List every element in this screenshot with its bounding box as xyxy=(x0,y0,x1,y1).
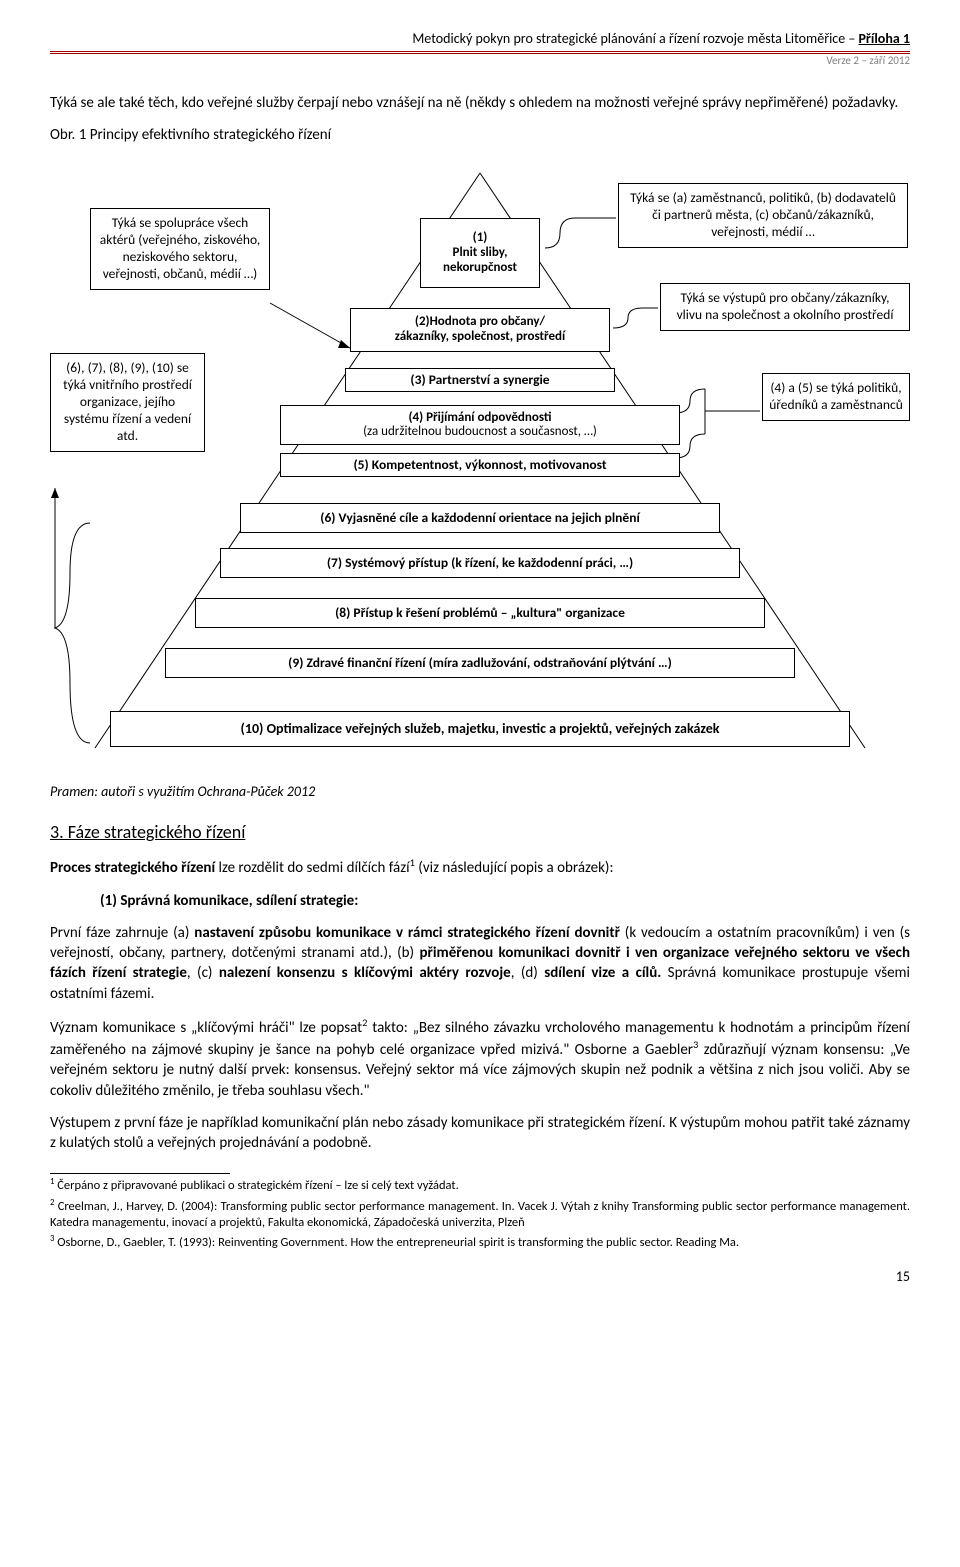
f3-text: Osborne, D., Gaebler, T. (1993): Reinven… xyxy=(54,1236,739,1251)
footnote-2: 2 Creelman, J., Harvey, D. (2004): Trans… xyxy=(50,1198,910,1232)
phase1-title: (1) Správná komunikace, sdílení strategi… xyxy=(100,891,910,911)
callout-politicians: (4) a (5) se týká politiků, úředníků a z… xyxy=(762,373,910,421)
process-lead-rest2: (viz následující popis a obrázek): xyxy=(415,859,614,877)
doc-header-left: Metodický pokyn pro strategické plánován… xyxy=(412,30,858,47)
l1a: (1) xyxy=(473,231,488,246)
page-number: 15 xyxy=(50,1268,910,1287)
intro-paragraph: Týká se ale také těch, kdo veřejné služb… xyxy=(50,93,910,113)
doc-header-right: Příloha 1 xyxy=(858,30,910,47)
l4b: (za udržitelnou budoucnost a současnost,… xyxy=(363,425,597,439)
l1b: Plnit sliby, xyxy=(453,246,508,261)
figure-source: Pramen: autoři s využitím Ochrana-Půček … xyxy=(50,783,910,802)
p1h: sdílení vize a cílů. xyxy=(544,964,667,982)
output-paragraph: Výstupem z první fáze je například komun… xyxy=(50,1113,910,1154)
l2b: zákazníky, společnost, prostředí xyxy=(395,330,565,345)
callout-collaboration: Týká se spolupráce všech aktérů (veřejné… xyxy=(90,208,270,290)
callout-internal-env: (6), (7), (8), (9), (10) se týká vnitřní… xyxy=(50,353,205,451)
pyramid-layer-2: (2)Hodnota pro občany/ zákazníky, společ… xyxy=(350,308,610,352)
meaning-paragraph: Význam komunikace s „klíčovými hráči" lz… xyxy=(50,1016,910,1101)
footnote-3: 3 Osborne, D., Gaebler, T. (1993): Reinv… xyxy=(50,1234,910,1251)
l1c: nekorupčnost xyxy=(443,261,517,276)
p1g: , (d) xyxy=(511,964,545,982)
section-heading: 3. Fáze strategického řízení xyxy=(50,820,910,844)
p1e: , (c) xyxy=(187,964,219,982)
f2-text: Creelman, J., Harvey, D. (2004): Transfo… xyxy=(50,1199,910,1230)
figure-title: Obr. 1 Principy efektivního strategickéh… xyxy=(50,125,910,145)
l2a: (2)Hodnota pro občany/ xyxy=(415,315,545,330)
pyramid-layer-10: (10) Optimalizace veřejných služeb, maje… xyxy=(110,711,850,747)
pyramid-layer-4: (4) Přijímání odpovědnosti (za udržiteln… xyxy=(280,405,680,445)
footnote-1: 1 Čerpáno z připravované publikaci o str… xyxy=(50,1177,910,1194)
pyramid-layer-9: (9) Zdravé finanční řízení (míra zadlužo… xyxy=(165,648,795,678)
process-lead-rest: lze rozdělit do sedmi dílčích fází xyxy=(215,859,409,877)
phase1-body: První fáze zahrnuje (a) nastavení způsob… xyxy=(50,923,910,1004)
pyramid-layer-7: (7) Systémový přístup (k řízení, ke každ… xyxy=(220,548,740,578)
pyramid-diagram: Týká se spolupráce všech aktérů (veřejné… xyxy=(50,153,910,773)
mean-a: Význam komunikace s „klíčovými hráči" lz… xyxy=(50,1019,362,1037)
pyramid-layer-1: (1) Plnit sliby, nekorupčnost xyxy=(420,218,540,288)
process-lead-bold: Proces strategického řízení xyxy=(50,859,215,877)
callout-outputs: Týká se výstupů pro občany/zákazníky, vl… xyxy=(660,283,910,331)
p1b: nastavení způsobu komunikace v rámci str… xyxy=(194,924,624,942)
pyramid-layer-3: (3) Partnerství a synergie xyxy=(345,368,615,392)
callout-employees: Týká se (a) zaměstnanců, politiků, (b) d… xyxy=(618,183,908,248)
doc-header-sub: Verze 2 – září 2012 xyxy=(50,54,910,69)
p1f: nalezení konsenzu s klíčovými aktéry roz… xyxy=(219,964,511,982)
process-lead: Proces strategického řízení lze rozdělit… xyxy=(50,856,910,878)
l4a: (4) Přijímání odpovědnosti xyxy=(408,411,551,425)
doc-header: Metodický pokyn pro strategické plánován… xyxy=(50,30,910,54)
pyramid-layer-8: (8) Přístup k řešení problémů – „kultura… xyxy=(195,598,765,628)
pyramid-layer-5: (5) Kompetentnost, výkonnost, motivovano… xyxy=(280,453,680,477)
p1a: První fáze zahrnuje (a) xyxy=(50,924,194,942)
pyramid-layer-6: (6) Vyjasněné cíle a každodenní orientac… xyxy=(240,503,720,533)
footnote-rule xyxy=(50,1173,230,1174)
f1-text: Čerpáno z připravované publikaci o strat… xyxy=(54,1179,458,1194)
